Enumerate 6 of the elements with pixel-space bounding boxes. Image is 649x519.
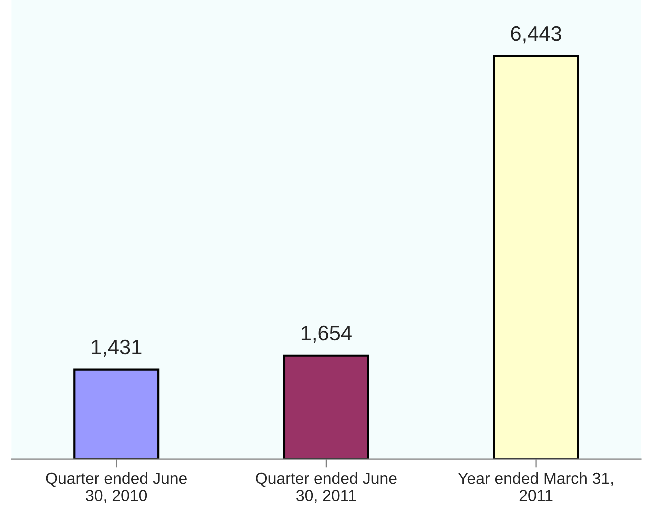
data-label: 1,431 [92, 340, 142, 358]
x-tick-label: Quarter ended June 30, 2011 [256, 472, 397, 504]
x-tick-label: Year ended March 31, 2011 [458, 472, 614, 502]
data-label: 1,654 [302, 326, 352, 344]
data-label: 6,443 [511, 26, 562, 44]
x-tick-label: Quarter ended June 30, 2010 [46, 472, 187, 504]
